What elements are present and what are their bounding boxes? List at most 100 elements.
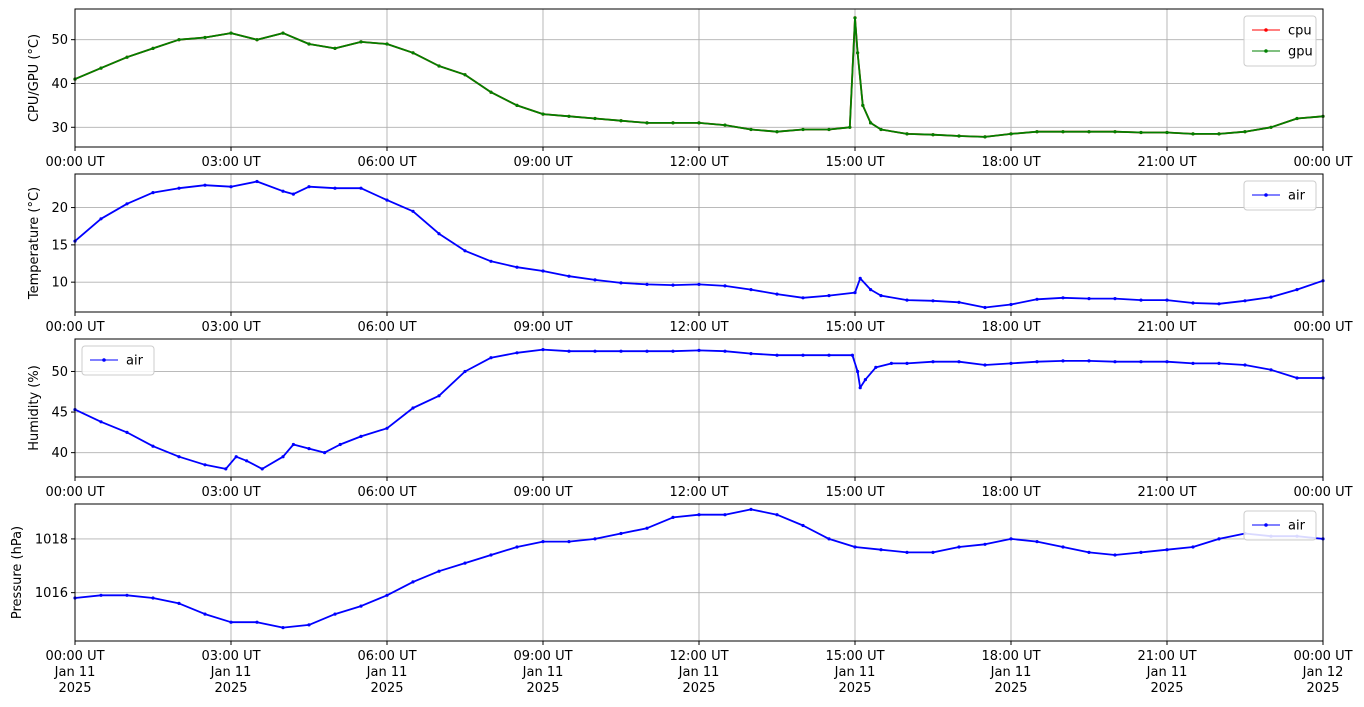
data-point-air [125,430,129,434]
x-tick-label: 21:00 UT [1137,155,1196,170]
x-tick-label-line: 09:00 UT [513,320,572,335]
data-point-air [151,596,155,600]
data-point-air [905,361,909,365]
x-tick-label-line: 03:00 UT [201,649,260,664]
x-tick-label: 21:00 UT Jan 11 2025 [1137,649,1196,696]
data-point-air [177,186,181,190]
x-tick-label-line: Jan 11 [834,665,876,680]
data-point-air [1191,301,1195,305]
x-tick-label-line: Jan 11 [1146,665,1188,680]
data-point-air [515,265,519,269]
data-point-air [255,620,259,624]
data-point-air [957,360,961,364]
data-point-air [723,284,727,288]
data-point-air [229,185,233,189]
data-point-air [151,191,155,195]
data-point-air [359,434,363,438]
x-tick-label: 12:00 UT Jan 11 2025 [669,649,728,696]
data-point-air [463,561,467,565]
data-point-air [905,550,909,555]
data-point-air [489,553,493,557]
x-tick-label: 09:00 UT [513,320,572,335]
x-tick-label: 15:00 UT [825,320,884,335]
data-point-air [1061,545,1065,549]
data-point-gpu [848,125,852,129]
x-tick-label-line: 03:00 UT [201,155,260,170]
data-point-gpu [411,51,415,55]
legend-label-air: air [126,354,144,369]
data-point-air [749,288,753,292]
x-tick-label-line: 2025 [838,681,871,696]
data-point-gpu [307,42,311,46]
data-point-air [333,186,337,190]
data-point-air [541,540,545,544]
data-point-air [1139,298,1143,302]
data-point-gpu [749,127,753,132]
data-point-air [801,353,805,357]
x-tick-label-line: 06:00 UT [357,649,416,664]
data-point-air [1139,360,1143,364]
x-tick-label-line: 2025 [1150,681,1183,696]
data-point-air [850,353,855,357]
data-point-air [359,604,363,608]
data-point-gpu [1217,132,1221,136]
data-point-air [801,296,805,300]
data-point-gpu [437,64,441,68]
data-point-air [957,300,961,304]
data-point-air [333,612,337,616]
x-tick-label: 15:00 UT Jan 11 2025 [825,649,884,696]
data-point-air [1087,550,1091,555]
data-point-air [260,467,264,471]
x-tick-label: 12:00 UT [669,485,728,500]
x-tick-label-line: 03:00 UT [201,320,260,335]
y-tick-label: 45 [51,406,68,421]
data-point-air [255,179,259,184]
data-point-gpu [229,31,233,35]
x-tick-label: 06:00 UT Jan 11 2025 [357,649,416,696]
x-tick-label: 09:00 UT [513,155,572,170]
legend-box [1243,15,1317,67]
data-point-air [291,192,295,196]
data-point-air [515,351,519,355]
x-tick-label: 21:00 UT [1137,320,1196,335]
data-point-air [99,420,103,424]
data-point-air [307,447,311,451]
data-point-air [567,349,571,353]
data-point-air [203,612,207,616]
x-tick-label-line: 2025 [526,681,559,696]
data-point-air [863,378,868,382]
data-point-gpu [125,55,129,59]
x-tick-label: 21:00 UT [1137,485,1196,500]
data-point-air [856,369,860,374]
x-tick-label: 00:00 UT [45,320,104,335]
data-point-gpu [861,103,865,107]
x-tick-label-line: Jan 11 [210,665,252,680]
data-point-gpu [515,103,519,107]
data-point-air [245,459,249,463]
x-tick-label: 03:00 UT Jan 11 2025 [201,649,260,696]
data-point-air [437,232,441,236]
data-point-air [1061,296,1065,300]
data-point-gpu [177,38,181,42]
data-point-air [1295,376,1299,380]
data-point-air [234,455,238,459]
y-tick-label: 50 [51,365,68,380]
x-tick-label-line: 2025 [58,681,91,696]
data-point-air [749,352,753,356]
data-point-air [775,292,779,296]
data-point-air [1217,537,1221,541]
data-point-air [1035,360,1039,364]
data-point-air [489,259,493,263]
x-tick-label: 00:00 UT [1293,485,1352,500]
data-point-air [359,186,363,190]
data-point-gpu [203,35,207,40]
data-point-gpu [99,66,103,70]
data-point-gpu [1295,116,1299,121]
x-tick-label-line: Jan 11 [678,665,720,680]
y-tick-label: 30 [51,121,68,136]
series-line-air [74,180,1324,309]
data-point-air [1217,302,1221,306]
data-point-gpu [567,114,571,118]
x-tick-label-line: 00:00 UT [1293,649,1352,664]
